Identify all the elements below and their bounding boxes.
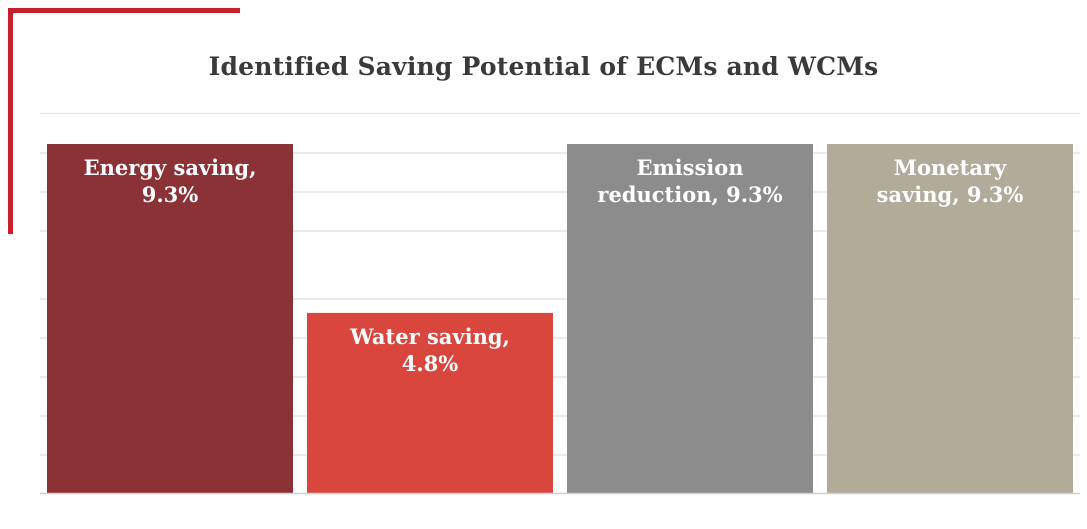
data-label-1: Energy saving, 9.3% xyxy=(84,155,257,207)
chart-title: Identified Saving Potential of ECMs and … xyxy=(208,52,879,81)
data-label-2: Water saving, 4.8% xyxy=(349,324,510,376)
bar-emission-reduction xyxy=(567,144,813,493)
accent-corner-vertical xyxy=(8,8,13,234)
bar-monetary-saving xyxy=(827,144,1073,493)
title-divider xyxy=(40,113,1080,114)
data-label-4: Monetary saving, 9.3% xyxy=(877,155,1024,207)
bar-water-saving xyxy=(307,312,553,493)
data-label-3: Emission reduction, 9.3% xyxy=(597,155,782,207)
bar-energy-saving xyxy=(47,144,293,493)
accent-corner-horizontal xyxy=(8,8,240,13)
